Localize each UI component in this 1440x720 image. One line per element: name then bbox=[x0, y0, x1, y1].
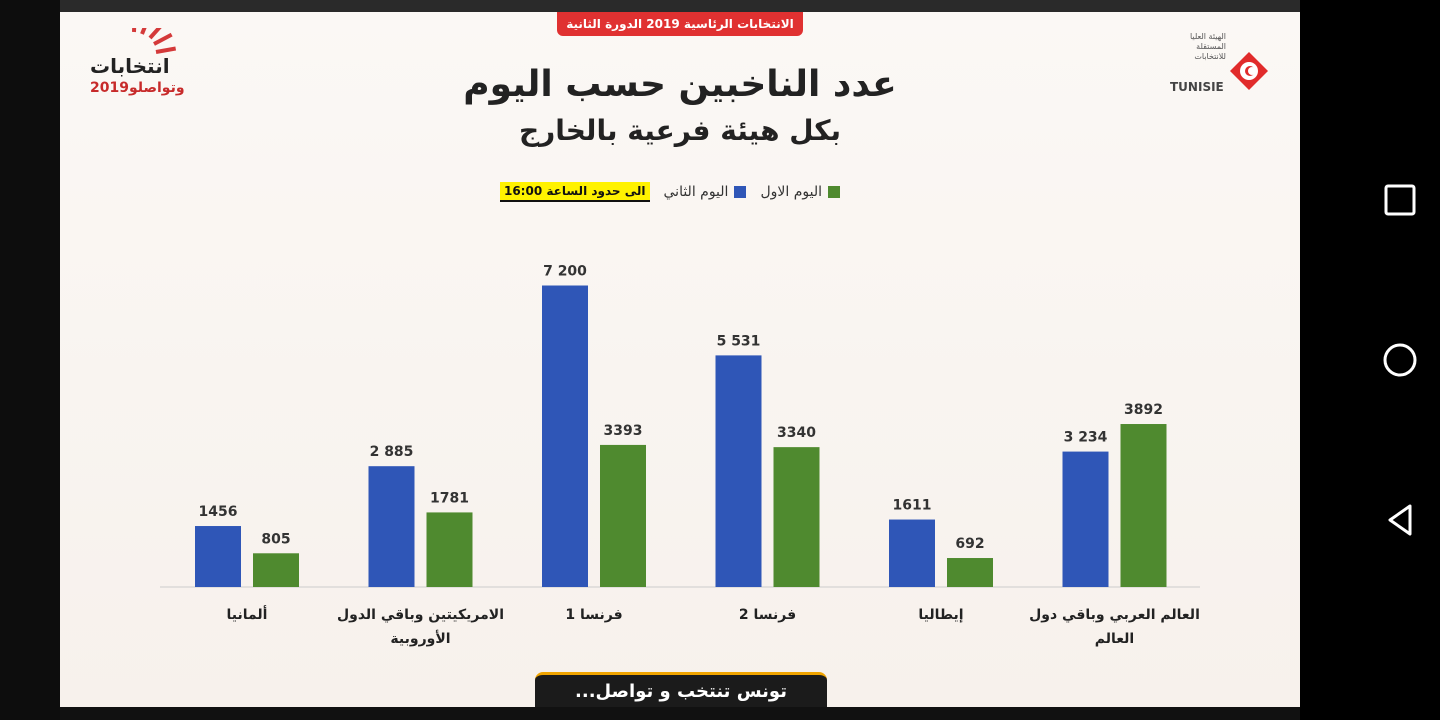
legend-day2-swatch bbox=[734, 186, 747, 198]
home-icon[interactable] bbox=[1380, 340, 1420, 380]
logo-left-title: انتخابات bbox=[90, 54, 170, 78]
legend-day1-swatch bbox=[828, 186, 840, 198]
bar-series2-cat5 bbox=[947, 558, 993, 587]
data-label-series2-cat1: 805 bbox=[261, 531, 290, 547]
data-label-series1-cat1: 1456 bbox=[199, 504, 238, 520]
category-label-1-line1: ألمانيا bbox=[227, 605, 268, 623]
data-label-series2-cat4: 3340 bbox=[777, 425, 816, 441]
data-label-series2-cat5: 692 bbox=[955, 536, 984, 552]
android-nav-bar bbox=[1360, 0, 1440, 720]
category-label-6-line2: العالم bbox=[1095, 631, 1134, 647]
recent-apps-icon[interactable] bbox=[1380, 180, 1420, 220]
category-label-4-line1: فرنسا 2 bbox=[739, 607, 796, 623]
bar-series2-cat6 bbox=[1120, 424, 1167, 587]
category-label-2-line1: الامريكيتين وباقي الدول bbox=[337, 607, 504, 623]
logo-left-subtitle: وتواصلو2019 bbox=[90, 80, 185, 96]
category-label-5-line1: إيطاليا bbox=[918, 607, 963, 623]
legend-day2: اليوم الثاني bbox=[664, 184, 747, 200]
screen-left-edge bbox=[0, 0, 60, 720]
data-label-series1-cat6: 3 234 bbox=[1064, 430, 1108, 446]
screen-bottom-edge bbox=[60, 707, 1300, 720]
isie-logo: الهيئة العليا المستقلة للانتخابات TUNISI… bbox=[1170, 28, 1270, 108]
bar-series2-cat1 bbox=[253, 553, 299, 587]
bar-series2-cat2 bbox=[426, 512, 473, 587]
back-icon[interactable] bbox=[1380, 500, 1420, 540]
data-label-series1-cat5: 1611 bbox=[893, 498, 932, 514]
bar-series1-cat5 bbox=[889, 519, 935, 587]
footer-banner: تونس تنتخب و تواصل... bbox=[535, 672, 827, 707]
data-label-series2-cat2: 1781 bbox=[430, 490, 469, 506]
chart-title: عدد الناخبين حسب اليوم bbox=[463, 64, 897, 105]
isie-latin-name: TUNISIE bbox=[1170, 80, 1224, 94]
category-label-3-line1: فرنسا 1 bbox=[565, 607, 622, 623]
bar-series1-cat1 bbox=[195, 526, 241, 587]
data-label-series2-cat3: 3393 bbox=[604, 423, 643, 439]
bar-series2-cat4 bbox=[773, 447, 820, 587]
bar-series2-cat3 bbox=[600, 444, 646, 587]
time-note-highlight: الى حدود الساعة 16:00 bbox=[499, 182, 650, 202]
category-label-2-line2: الأوروبية bbox=[390, 630, 450, 647]
legend-day1-label: اليوم الاول bbox=[760, 184, 822, 200]
data-label-series1-cat2: 2 885 bbox=[370, 444, 414, 460]
tunisia-flag-icon bbox=[1230, 52, 1268, 90]
election-round-badge: الانتخابات الرئاسية 2019 الدورة الثانية bbox=[557, 12, 803, 36]
screen-top-edge bbox=[60, 0, 1300, 12]
bar-series1-cat4 bbox=[715, 355, 762, 587]
presentation-slide: الانتخابات الرئاسية 2019 الدورة الثانية … bbox=[60, 12, 1300, 707]
chart-legend: اليوم الاول اليوم الثاني الى حدود الساعة… bbox=[440, 180, 840, 204]
bar-chart: 1456 805 ألمانيا 2 885 1781 الامريكيتين وباقي… bbox=[160, 264, 1200, 647]
data-label-series1-cat4: 5 531 bbox=[717, 333, 761, 349]
data-label-series1-cat3: 7 200 bbox=[543, 264, 587, 280]
isie-arabic-name: الهيئة العليا المستقلة للانتخابات bbox=[1189, 32, 1226, 61]
category-label-6-line1: العالم العربي وباقي دول bbox=[1029, 607, 1200, 623]
bar-series1-cat2 bbox=[368, 466, 415, 587]
legend-day2-label: اليوم الثاني bbox=[663, 184, 729, 200]
legend-day1: اليوم الاول bbox=[760, 184, 840, 200]
bar-series1-cat3 bbox=[542, 285, 588, 587]
bar-series1-cat6 bbox=[1062, 451, 1109, 587]
data-label-series2-cat6: 3892 bbox=[1124, 402, 1163, 418]
chart-subtitle: بكل هيئة فرعية بالخارج bbox=[518, 114, 842, 147]
